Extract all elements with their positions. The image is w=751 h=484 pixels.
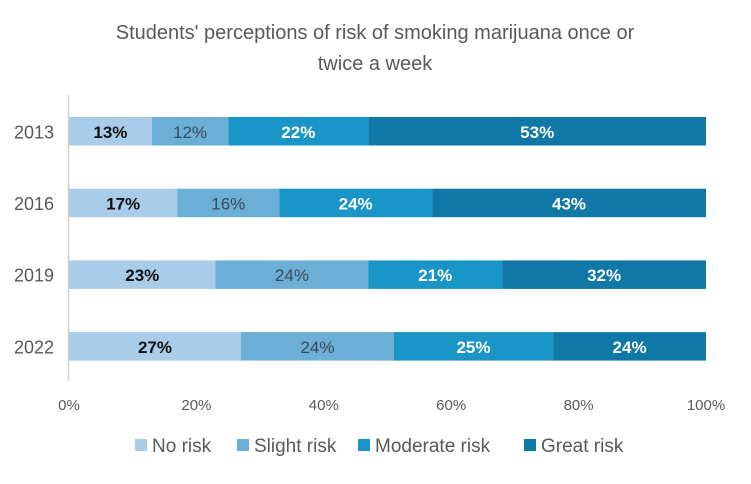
legend-swatch — [524, 439, 536, 451]
data-label-2019-moderate-risk: 21% — [418, 266, 452, 285]
bar-segment-2022-slight-risk — [240, 332, 394, 361]
data-label-2016-moderate-risk: 24% — [339, 194, 373, 213]
legend-item-slight-risk: Slight risk — [237, 436, 337, 457]
x-tick-label: 40% — [309, 397, 339, 414]
legend-label: Slight risk — [254, 436, 337, 457]
x-tick-label: 80% — [564, 397, 594, 414]
data-label-2022-slight-risk: 24% — [300, 338, 334, 357]
bar-segment-2013-moderate-risk — [228, 117, 369, 146]
legend-label: No risk — [152, 436, 212, 457]
data-label-2022-great-risk: 24% — [613, 338, 647, 357]
chart-title-line-1: Students' perceptions of risk of smoking… — [116, 22, 635, 44]
bar-segment-2013-great-risk — [368, 117, 706, 146]
data-label-2013-no-risk: 13% — [93, 123, 127, 142]
legend-item-great-risk: Great risk — [524, 436, 624, 457]
data-label-2013-great-risk: 53% — [520, 123, 554, 142]
data-label-2022-moderate-risk: 25% — [456, 338, 490, 357]
bar-segment-2016-moderate-risk — [279, 188, 433, 218]
chart-title-line-2: twice a week — [318, 53, 433, 75]
bar-segment-2016-great-risk — [432, 188, 706, 218]
bar-segment-2022-great-risk — [553, 332, 706, 361]
legend-item-no-risk: No risk — [135, 436, 212, 457]
bar-segment-2022-moderate-risk — [393, 332, 554, 361]
y-tick-label-2019: 2019 — [14, 266, 54, 286]
data-label-2016-slight-risk: 16% — [211, 194, 245, 213]
x-tick-label: 20% — [181, 397, 211, 414]
x-tick-label: 60% — [436, 397, 466, 414]
y-tick-label-2022: 2022 — [14, 337, 54, 357]
x-tick-label: 0% — [58, 397, 80, 414]
bar-segment-2013-no-risk — [69, 117, 152, 146]
y-tick-label-2013: 2013 — [14, 122, 54, 142]
legend-label: Great risk — [541, 436, 624, 457]
bar-segment-2016-no-risk — [69, 188, 178, 218]
data-label-2019-great-risk: 32% — [587, 266, 621, 285]
data-label-2019-slight-risk: 24% — [275, 266, 309, 285]
data-label-2013-slight-risk: 12% — [173, 123, 207, 142]
bar-segment-2016-slight-risk — [177, 188, 280, 218]
y-tick-label-2016: 2016 — [14, 194, 54, 214]
legend-swatch — [358, 439, 370, 451]
legend-label: Moderate risk — [375, 436, 491, 457]
x-tick-label: 100% — [687, 397, 725, 414]
data-label-2019-no-risk: 23% — [125, 266, 159, 285]
data-label-2022-no-risk: 27% — [138, 338, 172, 357]
legend-swatch — [135, 439, 147, 451]
bar-segment-2013-slight-risk — [151, 117, 229, 146]
bar-segment-2019-slight-risk — [215, 260, 369, 289]
bar-segment-2019-moderate-risk — [368, 260, 503, 289]
legend-swatch — [237, 439, 249, 451]
data-label-2016-great-risk: 43% — [552, 194, 586, 213]
bar-segment-2019-no-risk — [69, 260, 216, 289]
bar-segment-2019-great-risk — [502, 260, 706, 289]
data-label-2016-no-risk: 17% — [106, 194, 140, 213]
legend-item-moderate-risk: Moderate risk — [358, 436, 491, 457]
bar-segment-2022-no-risk — [69, 332, 241, 361]
data-label-2013-moderate-risk: 22% — [281, 123, 315, 142]
